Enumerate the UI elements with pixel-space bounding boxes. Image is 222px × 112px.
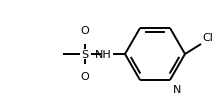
Text: NH: NH xyxy=(95,50,112,60)
Text: N: N xyxy=(173,85,181,95)
Text: O: O xyxy=(81,26,89,36)
Text: Cl: Cl xyxy=(202,33,213,43)
Text: O: O xyxy=(81,72,89,82)
Text: S: S xyxy=(81,50,89,60)
